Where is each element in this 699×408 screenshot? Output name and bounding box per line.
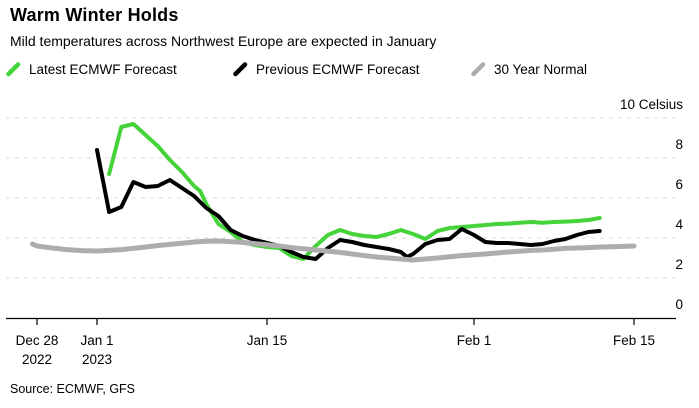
x-tick-label-dec-28: Dec 28 — [16, 333, 59, 348]
source-note: Source: ECMWF, GFS — [10, 382, 136, 396]
x-tick-sublabel-dec-28: 2022 — [22, 352, 52, 367]
y-axis-label-2: 2 — [675, 257, 683, 272]
x-tick-sublabel-jan-1: 2023 — [82, 352, 112, 367]
chart-title: Warm Winter Holds — [10, 5, 179, 25]
series-line-30-year-normal — [30, 238, 637, 263]
legend-item-latest-ecmwf-forecast: Latest ECMWF Forecast — [5, 60, 177, 78]
y-axis-label-8: 8 — [675, 137, 683, 152]
legend-item-previous-ecmwf-forecast: Previous ECMWF Forecast — [232, 60, 420, 78]
y-axis-label-6: 6 — [675, 177, 683, 192]
legend-item-30-year-normal: 30 Year Normal — [470, 60, 587, 78]
chart-legend: Latest ECMWF Forecast Previous ECMWF Fore… — [0, 60, 699, 82]
legend-line-swatch-icon — [233, 62, 248, 77]
legend-line-swatch-icon — [471, 62, 486, 77]
legend-item-label: Latest ECMWF Forecast — [29, 61, 177, 77]
legend-item-label: Previous ECMWF Forecast — [256, 61, 420, 77]
x-tick-label-jan-15: Jan 15 — [247, 333, 288, 348]
x-tick-label-feb-1: Feb 1 — [457, 333, 492, 348]
y-axis-label-0: 0 — [675, 297, 683, 312]
legend-line-swatch-icon — [6, 62, 21, 77]
x-tick-label-jan-1: Jan 1 — [80, 333, 113, 348]
x-tick-label-feb-15: Feb 15 — [613, 333, 655, 348]
legend-item-label: 30 Year Normal — [494, 61, 588, 77]
chart-subtitle: Mild temperatures across Northwest Europ… — [10, 33, 437, 49]
y-axis-label-10-celsius: 10 Celsius — [620, 97, 683, 112]
series-line-latest-ecmwf-forecast — [107, 122, 602, 261]
y-axis-label-4: 4 — [675, 217, 683, 232]
series-line-previous-ecmwf-forecast — [95, 148, 602, 261]
